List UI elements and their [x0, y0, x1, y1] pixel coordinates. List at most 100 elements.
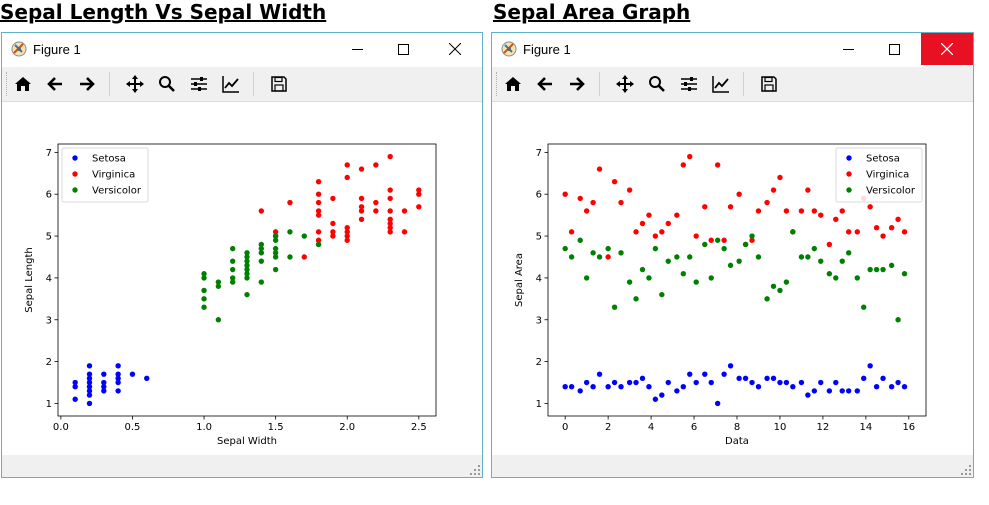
legend-label-virginica: Virginica: [866, 170, 909, 181]
home-button[interactable]: [501, 72, 525, 96]
maximize-button[interactable]: [380, 33, 426, 65]
x-axis-label: Data: [725, 436, 749, 447]
legend-marker-versicolor: [846, 187, 852, 193]
edit-axis-button[interactable]: [219, 72, 243, 96]
data-point-virginica: [315, 229, 322, 235]
close-button[interactable]: [921, 33, 973, 65]
y-tick-label: 1: [46, 399, 52, 410]
minimize-button[interactable]: [825, 33, 871, 65]
data-point-virginica: [387, 220, 393, 227]
data-point-virginica: [562, 191, 568, 197]
data-point-virginica: [330, 220, 336, 227]
data-point-virginica: [272, 229, 279, 235]
data-point-setosa: [144, 375, 150, 382]
y-tick-label: 7: [46, 148, 52, 159]
y-tick-label: 5: [46, 232, 52, 243]
data-point-setosa: [736, 375, 742, 382]
data-point-versicolor: [818, 258, 824, 264]
data-point-setosa: [826, 388, 833, 394]
toolbar-grip[interactable]: [6, 72, 9, 96]
forward-button[interactable]: [565, 72, 589, 96]
plot-area[interactable]: 0.0 0.5 1.0 1.5 2.0 2.5 1 2 3 4 5 6 7 Sepal Width Sepa…: [2, 102, 482, 454]
data-point-setosa: [115, 363, 121, 369]
navigation-toolbar: [492, 67, 973, 102]
data-point-versicolor: [687, 254, 693, 260]
data-point-virginica: [652, 233, 659, 239]
resize-grip-icon[interactable]: [470, 465, 480, 475]
y-tick-label: 2: [536, 357, 542, 368]
data-point-virginica: [639, 220, 646, 227]
scatter-chart-sepal-length-vs-width[interactable]: 0.0 0.5 1.0 1.5 2.0 2.5 1 2 3 4 5 6 7 Sepal Width Sepa…: [2, 102, 482, 454]
data-point-versicolor: [201, 296, 207, 302]
legend: Setosa Virginica Versicolor: [835, 147, 923, 203]
data-point-versicolor: [272, 254, 279, 260]
zoom-button[interactable]: [155, 72, 179, 96]
resize-grip-icon[interactable]: [961, 465, 971, 475]
back-button[interactable]: [533, 72, 557, 96]
minimize-button[interactable]: [334, 33, 380, 65]
data-point-versicolor: [665, 258, 671, 264]
data-point-versicolor: [229, 245, 236, 252]
data-point-setosa: [115, 371, 121, 377]
series-setosa: [72, 363, 150, 407]
data-point-versicolor: [215, 283, 222, 289]
forward-arrow-icon: [80, 77, 95, 91]
series-versicolor: [562, 229, 908, 323]
edit-axis-icon: [712, 76, 729, 93]
figure-window-right: Figure 1: [491, 32, 974, 478]
data-point-setosa: [708, 379, 714, 386]
data-point-virginica: [387, 208, 393, 214]
data-point-virginica: [401, 229, 408, 235]
data-point-setosa: [880, 375, 886, 382]
legend-label-versicolor: Versicolor: [866, 186, 916, 197]
back-button[interactable]: [43, 72, 67, 96]
data-point-virginica: [805, 187, 811, 193]
x-tick-label: 6: [691, 422, 697, 433]
plot-area[interactable]: 0 2 4 6 8 10 12 14 16 1 2 3 4 5 6 7 Data Sepal Area Setosa…: [492, 102, 972, 454]
data-point-setosa: [805, 392, 811, 398]
x-tick-label: 1.0: [196, 422, 212, 433]
data-point-virginica: [387, 216, 393, 223]
data-point-setosa: [583, 379, 590, 386]
data-point-setosa: [72, 396, 78, 402]
window-title: Figure 1: [523, 42, 571, 57]
data-point-versicolor: [272, 233, 279, 239]
pan-button[interactable]: [613, 72, 637, 96]
data-point-virginica: [358, 195, 365, 202]
save-button[interactable]: [267, 72, 291, 96]
zoom-button[interactable]: [645, 72, 669, 96]
configure-subplots-button[interactable]: [677, 72, 701, 96]
data-point-versicolor: [839, 258, 845, 264]
data-point-virginica: [358, 204, 365, 210]
data-point-versicolor: [272, 250, 279, 256]
data-point-versicolor: [833, 275, 839, 281]
y-tick-label: 5: [536, 232, 542, 243]
configure-subplots-icon: [191, 77, 207, 91]
data-point-setosa: [562, 384, 568, 390]
data-point-versicolor: [646, 275, 652, 281]
configure-subplots-button[interactable]: [187, 72, 211, 96]
maximize-button[interactable]: [871, 33, 917, 65]
save-button[interactable]: [757, 72, 781, 96]
data-point-virginica: [845, 229, 852, 235]
data-point-virginica: [880, 233, 886, 239]
forward-button[interactable]: [75, 72, 99, 96]
data-point-versicolor: [229, 275, 236, 281]
data-point-setosa: [86, 371, 93, 377]
data-point-versicolor: [867, 266, 873, 273]
data-point-virginica: [315, 178, 322, 185]
title-bar[interactable]: Figure 1: [2, 33, 482, 67]
legend-marker-virginica: [846, 171, 852, 177]
title-bar[interactable]: Figure 1: [492, 33, 973, 67]
pan-icon: [616, 75, 634, 93]
data-point-versicolor: [659, 291, 665, 298]
edit-axis-button[interactable]: [709, 72, 733, 96]
close-button[interactable]: [432, 33, 478, 65]
pan-button[interactable]: [123, 72, 147, 96]
data-point-virginica: [714, 162, 721, 168]
home-button[interactable]: [11, 72, 35, 96]
x-tick-label: 2.0: [339, 422, 355, 433]
x-tick-label: 8: [734, 422, 740, 433]
toolbar-grip[interactable]: [496, 72, 499, 96]
